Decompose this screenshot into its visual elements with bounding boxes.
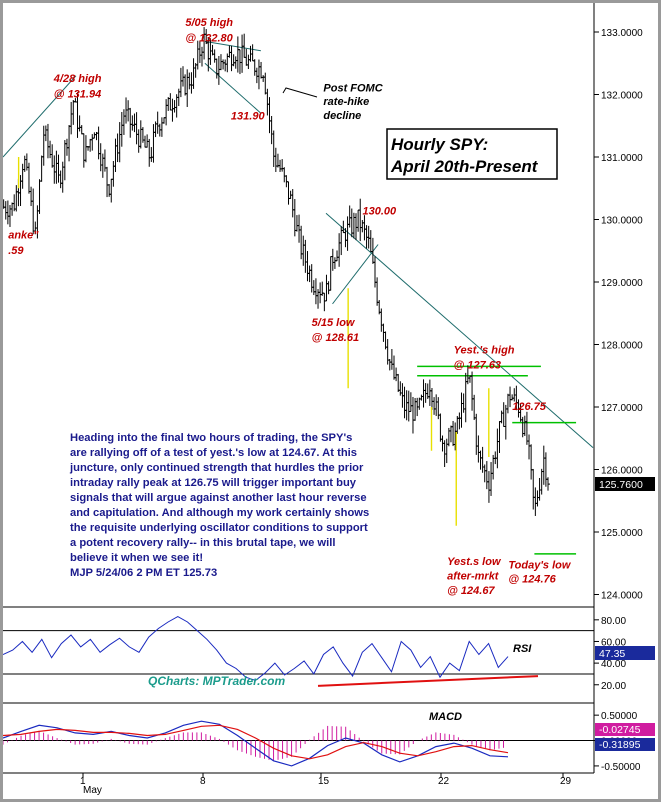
note-line-5: and capitulation. And although my work c…: [70, 507, 369, 519]
note-line-0: Heading into the final two hours of trad…: [70, 432, 352, 444]
note-line-9: MJP 5/24/06 2 PM ET 125.73: [70, 567, 217, 579]
rsi-current-marker: 47.35: [595, 646, 655, 660]
price-bar: [546, 477, 551, 491]
macd-line: [2, 720, 509, 767]
trendline-line-4: [325, 212, 594, 449]
price-ytick-label-3: 130.0000: [601, 216, 643, 227]
annotation-18: @ 124.67: [447, 585, 495, 597]
rsi-trendline: [317, 675, 539, 687]
macd-label: MACD: [429, 711, 462, 723]
price-ytick-label-1: 132.0000: [601, 91, 643, 102]
annotation-16: Yest.s low: [447, 556, 502, 568]
macd-current-label-2: -0.31895: [599, 739, 641, 751]
price-ytick-label-2: 131.0000: [601, 153, 643, 164]
annotation-14: @ 127.63: [454, 359, 501, 371]
price-ytick-label-7: 126.0000: [601, 466, 643, 477]
annotation-11: 5/15 low: [312, 317, 356, 329]
annotation-12: @ 128.61: [312, 332, 359, 344]
last-price-box: [595, 477, 655, 491]
trendline-line-0: [2, 75, 77, 158]
price-y-axis: 133.0000 132.0000 131.0000 130.0000 129.0000…: [594, 28, 643, 602]
last-price-marker: 125.7600: [595, 477, 655, 491]
annotation-9: .59: [8, 245, 24, 257]
note-line-6: the requisite underlying oscillator cond…: [70, 522, 368, 534]
annotation-6: rate-hike: [323, 96, 369, 108]
x-axis: 1 8 15 22 29: [80, 773, 572, 787]
annotation-8: anke": [8, 229, 39, 241]
x-tick-label-1: 8: [200, 776, 206, 787]
price-ytick-label-9: 124.0000: [601, 591, 643, 602]
annotation-10: 130.00: [362, 206, 397, 218]
price-ytick-label-4: 129.0000: [601, 278, 643, 289]
rsi-ytick-label-1: 60.00: [601, 637, 626, 648]
annotation-0: 5/05 high: [185, 17, 233, 29]
annotation-3: @ 131.94: [54, 89, 101, 101]
annotation-17: after-mrkt: [447, 571, 500, 583]
price-bars: [1, 27, 551, 526]
annotation-19: Today's low: [508, 559, 572, 571]
price-annotations: 5/05 high @ 132.80 4/28 high @ 131.94 131.90…: [8, 17, 572, 597]
annotation-1: @ 132.80: [185, 32, 233, 44]
note-line-4: signals that will argue against another …: [70, 492, 367, 504]
annotation-20: @ 124.76: [508, 574, 556, 586]
fomc-arrow: [282, 87, 318, 98]
price-ytick-label-0: 133.0000: [601, 28, 643, 39]
note-line-3: intraday rally peak at 126.75 will trigg…: [70, 477, 357, 489]
rsi-label: RSI: [513, 643, 532, 655]
macd-current-label-1: -0.02745: [599, 724, 641, 736]
rsi-ytick-label-0: 80.00: [601, 616, 626, 627]
annotation-4: 131.90: [231, 111, 266, 123]
macd-ytick-label-2: -0.50000: [601, 762, 641, 773]
macd-ytick-label-0: 0.50000: [601, 711, 638, 722]
x-tick-label-2: 15: [318, 776, 330, 787]
trendline-line-1: [204, 40, 261, 52]
title-box-border: [386, 128, 558, 180]
rsi-ytick-label-3: 20.00: [601, 681, 626, 692]
macd-current-box-2: [595, 738, 655, 751]
chart-svg: 133.0000 132.0000 131.0000 130.0000 129.0000…: [1, 3, 658, 799]
macd-current-markers: -0.02745 -0.31895: [595, 723, 655, 751]
annotation-5: Post FOMC: [323, 82, 383, 94]
x-tick-label-4: 29: [560, 776, 572, 787]
rsi-ytick-label-2: 40.00: [601, 659, 626, 670]
note-line-1: are rallying off of a test of yest.'s lo…: [70, 447, 357, 459]
commentary-note: Heading into the final two hours of trad…: [69, 432, 369, 579]
chart-background: [3, 3, 658, 799]
chart-subtitle: April 20th-Present: [390, 157, 539, 176]
price-ytick-label-5: 128.0000: [601, 341, 643, 352]
annotation-15: 126.75: [512, 401, 547, 413]
x-tick-label-0: 1: [80, 776, 86, 787]
trendline-line-3: [332, 244, 379, 305]
macd-signal-line: [2, 724, 509, 760]
annotation-13: Yest.'s high: [454, 344, 515, 356]
last-price-label: 125.7600: [599, 479, 643, 491]
macd-current-box-1: [595, 723, 655, 736]
note-line-8: believe it when we see it!: [70, 552, 203, 564]
rsi-current-box: [595, 646, 655, 660]
note-line-2: juncture, only continued strength that h…: [69, 462, 364, 474]
x-month-label: May: [83, 785, 102, 796]
annotation-7: decline: [323, 110, 361, 122]
price-ytick-label-6: 127.0000: [601, 403, 643, 414]
rsi-current-label: 47.35: [599, 648, 625, 660]
x-tick-label-3: 22: [438, 776, 450, 787]
rsi-line: [2, 616, 509, 681]
chart-title: Hourly SPY:: [391, 135, 488, 154]
rsi-panel: 80.00 60.00 40.00 20.00: [2, 616, 626, 692]
note-line-7: a potent recovery rally-- in this brutal…: [70, 537, 335, 549]
price-ytick-label-8: 125.0000: [601, 528, 643, 539]
trendline-line-2: [204, 62, 262, 114]
qcharts-watermark: QCharts: MPTrader.com: [148, 674, 285, 688]
title-box: Hourly SPY: April 20th-Present: [386, 128, 558, 180]
annotation-2: 4/28 high: [53, 73, 102, 85]
